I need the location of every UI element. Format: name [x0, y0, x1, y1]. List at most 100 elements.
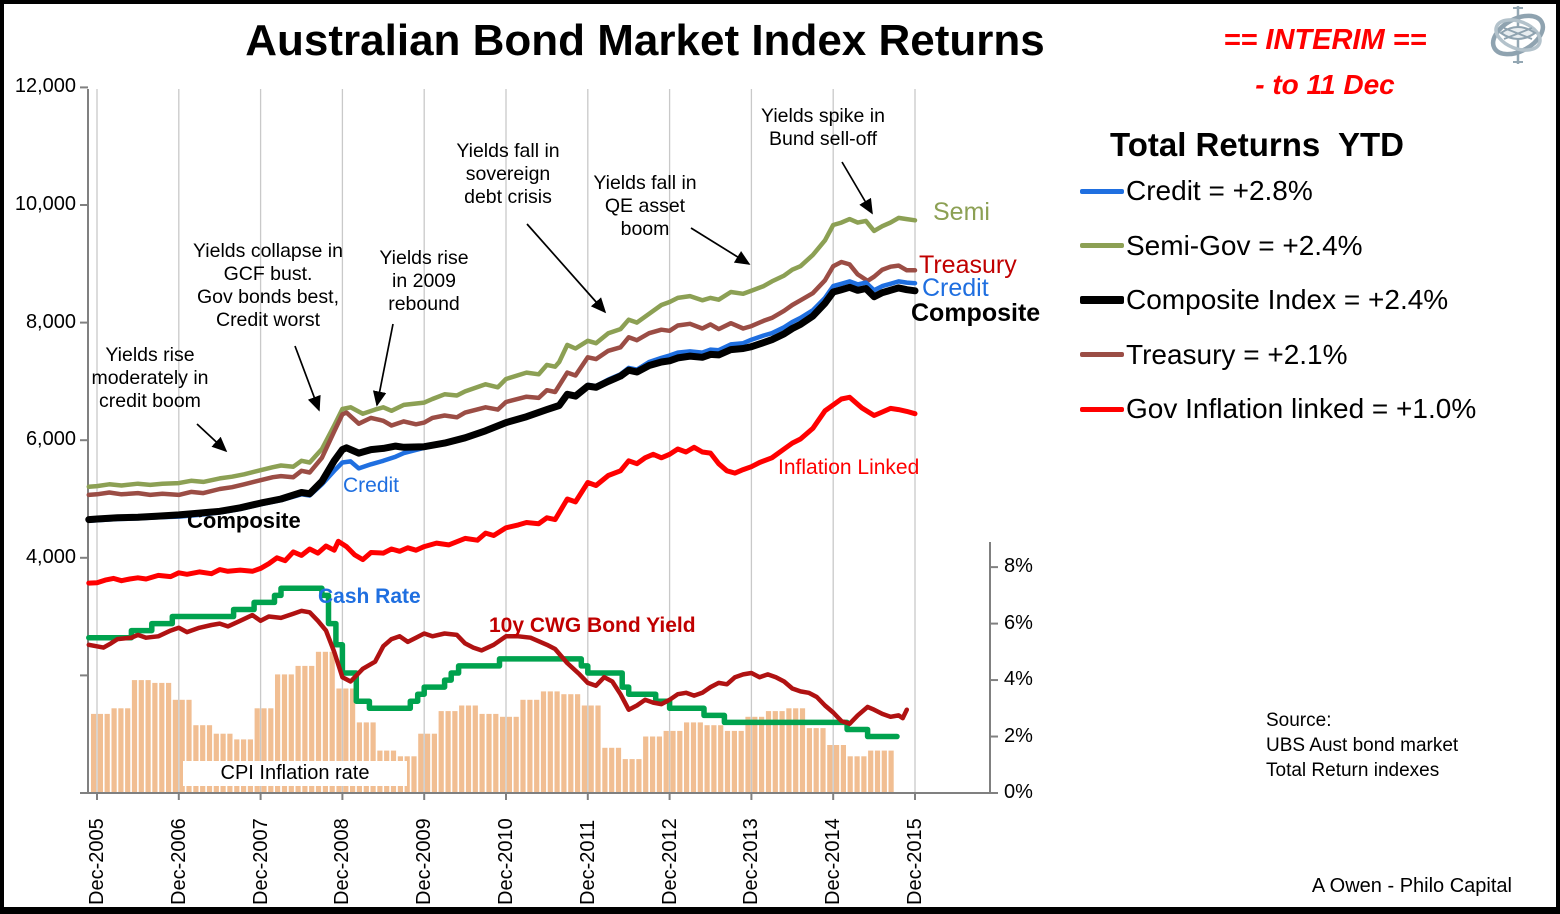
annotation-arrow: [294, 345, 321, 412]
cpi-bar: [254, 708, 260, 793]
plot-label-cpi-label: CPI Inflation rate: [183, 761, 407, 786]
legend-item-label: Semi-Gov = +2.4%: [1126, 229, 1363, 261]
source-line3: Total Return indexes: [1266, 760, 1440, 781]
cpi-bar: [506, 716, 512, 793]
axes-group: [80, 86, 998, 800]
cpi-bar: [527, 699, 533, 793]
interim-line1: == INTERIM ==: [1223, 24, 1427, 56]
cpi-bar: [609, 747, 615, 793]
cpi-bar: [336, 688, 342, 793]
cpi-bar: [200, 725, 206, 793]
cpi-bar: [118, 708, 124, 793]
cpi-bar: [309, 665, 315, 793]
cpi-bar: [404, 756, 410, 793]
cpi-bar: [104, 713, 110, 793]
cpi-bars-group: [91, 651, 894, 793]
cpi-bar: [486, 713, 492, 793]
cpi-bar: [575, 694, 581, 793]
cpi-bar: [138, 680, 144, 793]
cpi-bar: [288, 674, 294, 793]
plot-label-composite-inline: Composite: [187, 508, 301, 533]
annotation-arrow: [196, 423, 228, 453]
cpi-bar: [677, 730, 683, 793]
cpi-bar: [615, 747, 622, 793]
x-axis-label: Dec-2007: [249, 818, 272, 905]
cpi-bar: [97, 713, 103, 793]
cpi-bar: [159, 682, 165, 793]
cpi-bar: [650, 736, 656, 793]
plot-label-bond-yield-label: 10y CWG Bond Yield: [489, 614, 696, 637]
x-axis-label: Dec-2014: [822, 818, 845, 905]
cpi-bar: [329, 651, 335, 793]
cpi-bar: [295, 665, 301, 793]
cpi-bar: [343, 688, 349, 793]
cpi-bar: [193, 725, 199, 793]
cpi-bar: [752, 716, 758, 793]
plot-label-composite-end: Composite: [911, 299, 1041, 327]
x-axis-label: Dec-2010: [495, 818, 517, 905]
plot-label-credit-end: Credit: [922, 274, 989, 302]
cpi-bar: [881, 750, 887, 793]
legend-swatch-icon: [1080, 406, 1124, 412]
series-line-treasury: [86, 259, 918, 498]
y-axis-label: 6,000: [25, 428, 76, 451]
legend-item-label: Credit = +2.8%: [1126, 175, 1313, 207]
cpi-bar: [493, 713, 499, 793]
cpi-bar: [718, 725, 724, 793]
right-axis-label: 0%: [1004, 781, 1033, 803]
page-title: Australian Bond Market Index Returns: [245, 16, 1045, 65]
cpi-bar: [888, 750, 894, 793]
cpi-bar: [759, 716, 765, 793]
cpi-bar: [868, 750, 874, 793]
plot-label-treasury-end: Treasury: [919, 251, 1017, 279]
cpi-bar: [629, 759, 635, 793]
cpi-bar: [281, 674, 288, 793]
cpi-bar: [874, 750, 881, 793]
cpi-bar: [643, 736, 649, 793]
cpi-bar: [500, 716, 506, 793]
legend-item-1: Semi-Gov = +2.4%: [1080, 219, 1555, 274]
cpi-bar: [513, 716, 519, 793]
cpi-bar: [425, 733, 431, 793]
cpi-bar: [91, 713, 97, 793]
annotation-text: Yields fall in QE asset boom: [593, 172, 697, 240]
y-axis-label: 8,000: [25, 310, 76, 333]
cpi-bar: [786, 708, 792, 793]
cpi-bar: [206, 725, 213, 793]
cpi-bar: [315, 651, 322, 793]
cpi-bar: [431, 733, 437, 793]
x-axis-label: Dec-2015: [904, 818, 926, 905]
y-axis-label: 12,000: [14, 75, 76, 98]
cpi-bar: [125, 708, 131, 793]
y-axis-label: 4,000: [25, 545, 76, 568]
cpi-bar: [820, 728, 826, 793]
legend-item-0: Credit = +2.8%: [1080, 164, 1555, 219]
cpi-bar: [459, 705, 465, 793]
legend-item-label: Gov Inflation linked = +1.0%: [1126, 393, 1477, 425]
cpi-bar: [731, 730, 737, 793]
cpi-bar: [131, 680, 138, 793]
cpi-bar: [697, 722, 703, 793]
series-line-semi-gov: [86, 215, 918, 489]
cpi-bar: [840, 745, 846, 793]
cpi-bar: [275, 674, 281, 793]
cpi-bar: [561, 694, 567, 793]
cpi-bar: [411, 756, 417, 793]
annotation-text: Yields collapse in GCF bust. Gov bonds b…: [193, 240, 343, 331]
cpi-bar: [438, 711, 444, 793]
source-line2: UBS Aust bond market: [1266, 735, 1459, 756]
cpi-bar: [793, 708, 799, 793]
cpi-bar: [813, 728, 819, 793]
plot-label-inflation-linked-label: Inflation Linked: [778, 456, 920, 479]
cpi-bar: [111, 708, 117, 793]
cpi-bar: [745, 716, 751, 793]
plot-label-cash-rate-label: Cash Rate: [318, 585, 421, 608]
cpi-bar: [847, 756, 853, 793]
cpi-bar: [261, 708, 267, 793]
cpi-bar: [765, 711, 772, 793]
cpi-bar: [581, 705, 587, 793]
cpi-bar: [690, 722, 697, 793]
cpi-bar: [179, 699, 185, 793]
cpi-bar: [418, 733, 424, 793]
